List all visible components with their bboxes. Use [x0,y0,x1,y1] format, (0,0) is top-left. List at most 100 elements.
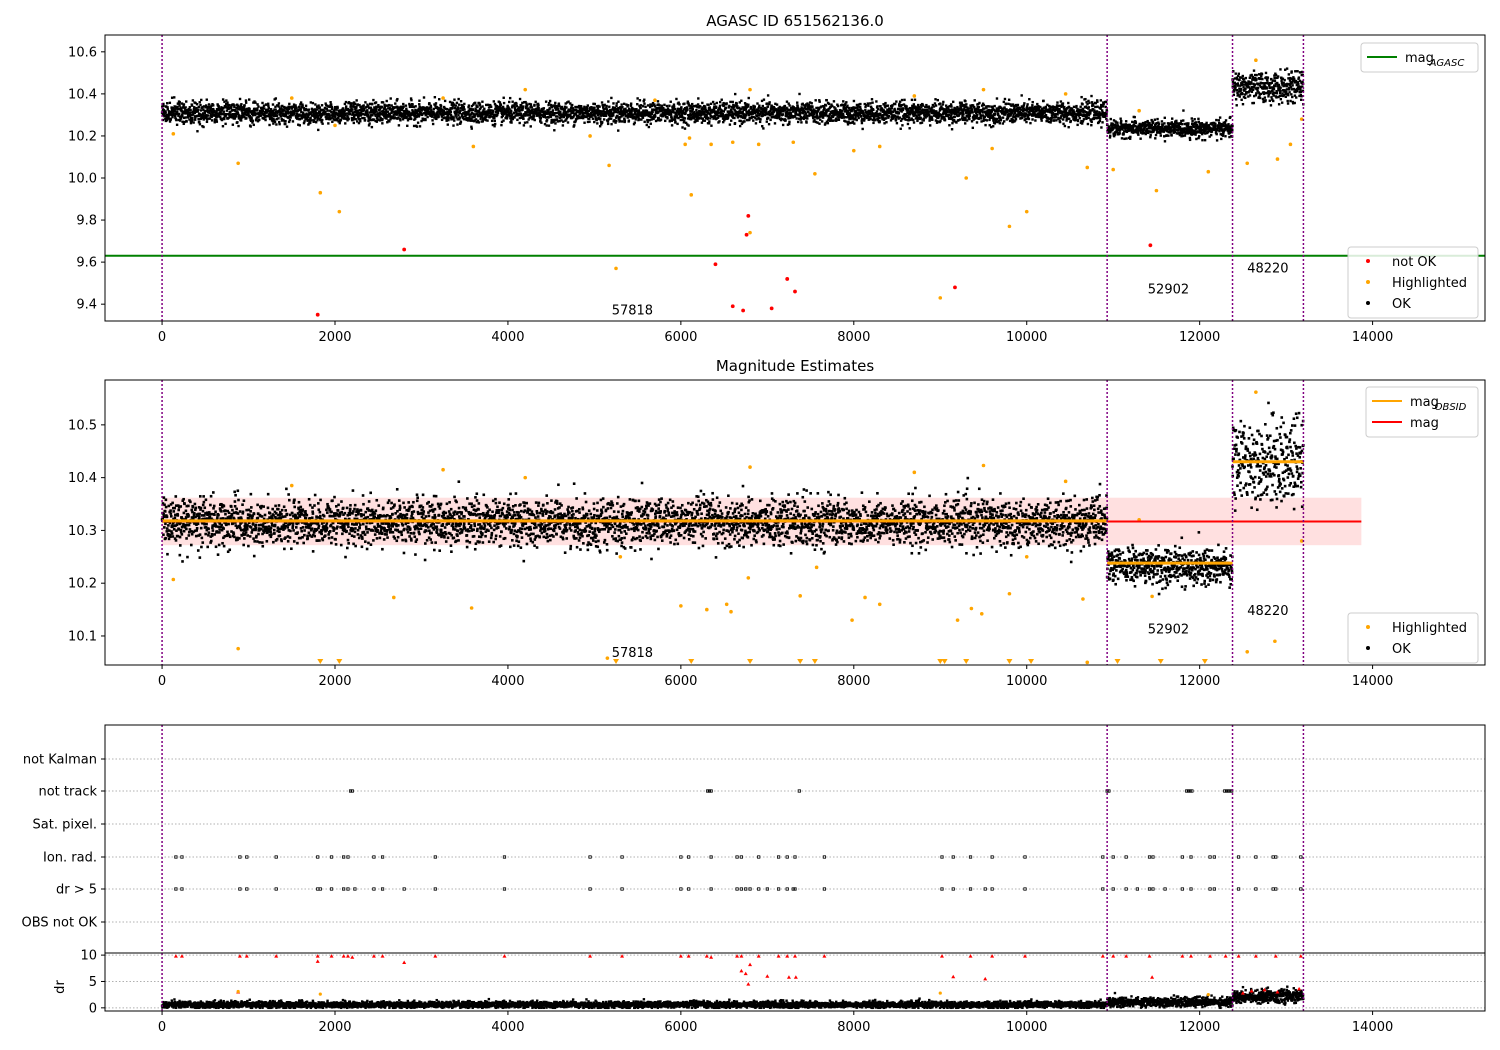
ok-point [761,125,764,128]
ok-point [330,105,334,109]
ok-point [355,106,358,110]
ok-point [844,102,847,106]
ok-point [176,112,179,116]
ok-point [610,122,613,126]
ok-point [488,116,491,119]
ok-point [195,106,198,110]
ok-point [257,105,260,108]
ok-point [453,119,456,122]
ok-point [944,104,948,107]
ok-point [524,100,527,104]
ok-point [430,115,434,118]
ok-point [213,121,216,124]
ok-point [943,118,947,122]
ok-point [940,105,943,108]
ok-point [851,120,855,123]
ok-point [553,112,557,115]
ok-point [535,107,538,111]
ok-point [904,118,907,121]
ok-point [695,104,698,107]
ok-point [549,111,552,114]
ok-point [445,117,449,120]
ok-point [232,114,235,118]
ok-point [1026,114,1029,117]
ok-point [223,117,226,121]
ok-point [784,112,788,115]
ok-point [960,102,963,106]
ok-point [1019,111,1023,115]
ok-point [1014,108,1017,111]
ok-point [1109,117,1112,121]
ok-point [960,109,964,112]
ok-point [491,123,495,127]
ok-point [598,125,602,128]
ok-point [231,123,235,126]
ok-point [884,106,887,109]
ok-point [528,109,532,113]
ok-point [431,119,434,122]
ok-point [1066,117,1069,120]
ok-point [402,102,405,106]
ok-point [1061,102,1065,105]
ok-point [901,124,904,127]
ok-point [528,114,532,117]
ok-point [306,115,310,119]
ok-point [1011,109,1015,113]
ok-point [1104,105,1107,109]
ok-point [774,109,778,112]
ok-point [614,116,618,119]
ok-point [554,115,558,118]
ok-point [781,108,784,112]
ok-point [856,106,859,110]
ok-point [975,107,978,111]
ok-point [897,111,901,115]
ok-point [162,102,165,106]
ok-point [724,106,728,110]
ok-point [647,125,651,129]
ok-point [869,117,872,121]
ok-point [452,124,455,127]
ok-point [430,113,433,116]
ok-point [868,110,872,114]
ok-point [826,121,830,125]
ok-point [1101,111,1104,114]
ok-point [234,115,238,118]
ok-point [418,103,421,106]
ok-point [178,102,181,105]
ok-point [797,113,800,117]
ok-point [424,118,427,122]
ok-point [191,118,194,122]
ok-point [595,117,598,120]
ok-point [796,105,799,108]
ok-point [993,104,996,108]
ok-point [860,121,864,125]
ok-point [686,117,690,120]
ok-point [354,117,357,121]
ok-point [924,105,927,109]
ok-point [320,109,323,112]
ok-point [734,104,738,107]
ok-point [1063,105,1066,109]
ok-point [329,101,332,104]
ok-point [249,119,253,123]
ok-point [311,108,315,112]
ok-point [841,109,844,112]
ok-point [207,109,210,112]
ok-point [973,114,976,118]
ok-point [716,110,719,113]
ok-point [848,112,851,115]
ok-point [791,110,795,113]
ok-point [712,108,716,111]
ok-point [1013,119,1017,122]
ok-point [347,117,350,121]
ok-point [744,114,748,117]
ok-point [673,107,677,111]
ok-point [699,105,702,108]
ok-point [414,105,417,108]
ok-point [188,106,192,109]
ok-point [184,116,187,119]
ok-point [402,109,406,113]
ok-point [339,119,343,122]
ok-point [694,118,697,121]
ok-point [1050,111,1053,115]
